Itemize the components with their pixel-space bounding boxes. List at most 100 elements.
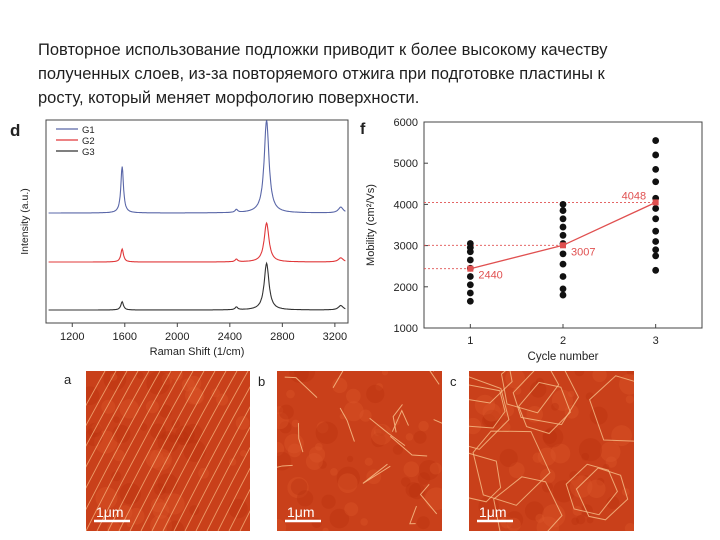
afm-texture [318,460,327,469]
mobility-point [559,250,567,258]
raman-xtick-label: 1200 [60,331,84,343]
afm-texture [400,477,411,487]
afm-wrinkle [339,407,355,442]
afm-texture [119,399,139,419]
afm-texture [287,443,302,458]
afm-texture [343,401,364,422]
afm-texture [535,513,545,523]
afm-texture [240,449,247,457]
mobility-ytick-label: 5000 [394,158,418,170]
afm-texture [600,441,621,462]
afm-step-line [206,446,250,531]
afm-texture [532,452,544,463]
afm-texture [228,498,248,519]
mobility-chart: f 1000 2000 3000 4000 5000 6000 1 2 3 Cycle number… [360,117,703,363]
afm-texture [308,446,326,463]
afm-wrinkle [332,371,344,389]
raman-xtick-label: 2000 [165,331,189,343]
afm-texture [127,507,145,525]
afm-texture [375,383,384,391]
afm-texture [119,482,142,505]
afm-texture [551,402,559,411]
afm-texture [537,447,556,466]
afm-texture [567,390,575,398]
afm-texture [277,406,284,415]
afm-texture [277,441,285,457]
afm-texture [117,505,133,520]
afm-step-line [118,371,205,531]
mobility-ylabel: Mobility (cm²/Vs) [365,184,377,266]
legend-label-G3: G3 [82,147,95,158]
afm-texture [611,425,632,446]
afm-texture [589,406,608,425]
afm-texture [564,404,579,419]
afm-wrinkle [277,464,293,468]
afm-texture [346,455,354,463]
afm-texture [592,371,607,383]
raman-series-G1 [48,120,346,214]
afm-texture [481,413,496,428]
afm-texture [101,399,116,414]
afm-texture [359,409,372,422]
afm-step-line [195,426,250,531]
afm-texture [371,432,386,448]
mean-value-label: 2440 [478,270,502,282]
afm-step-line [86,371,117,427]
afm-texture [175,425,195,446]
raman-xtick-label: 2400 [218,331,242,343]
mobility-point [466,281,474,289]
afm-texture [86,427,103,447]
afm-texture [158,404,173,418]
afm-texture [482,403,501,422]
afm-step-line [151,371,238,531]
mobility-point [652,151,660,159]
afm-texture [111,471,122,482]
mean-marker [560,242,566,249]
afm-panel-label-a: a [64,372,72,387]
mobility-point [559,291,567,299]
mobility-ytick-label: 3000 [394,241,418,253]
afm-texture [596,477,605,486]
afm-texture [277,518,287,531]
afm-texture [186,375,202,391]
afm-texture [569,475,593,498]
mobility-point [559,231,567,239]
afm-texture [373,428,382,437]
afm-texture [161,434,168,441]
afm-texture [429,462,442,475]
afm-texture [152,502,170,519]
mobility-point [559,260,567,268]
afm-texture [626,371,634,376]
afm-texture [189,505,200,516]
afm-step-line [86,371,139,468]
mean-value-label: 4048 [622,190,646,202]
afm-wrinkle [392,404,403,433]
afm-texture [529,381,547,398]
caption-line-3: росту, который меняет морфологию поверхн… [38,89,420,107]
raman-plot-frame [45,119,349,324]
afm-panel-a: a 1μm [64,371,250,531]
afm-texture [287,476,309,499]
afm-texture [290,478,308,496]
afm-texture [95,486,118,509]
afm-texture [606,496,620,510]
afm-texture [574,371,585,377]
caption-line-1: Повторное использование подложки приводи… [38,41,608,59]
mobility-point [559,285,567,293]
afm-step-line [86,371,150,489]
mobility-ytick-label: 2000 [394,282,418,294]
afm-panel-c: c 1μm [450,371,634,531]
afm-texture [346,388,361,404]
afm-texture [149,448,172,471]
afm-texture [542,481,553,493]
mobility-point [652,205,660,212]
afm-texture [499,448,518,468]
afm-texture [183,423,203,444]
afm-texture [587,479,606,499]
afm-texture [330,468,338,476]
afm-texture [146,371,170,395]
caption-line-2: полученных слоев, из-за повторяемого отж… [38,65,605,83]
raman-xtick-label: 2800 [270,331,294,343]
